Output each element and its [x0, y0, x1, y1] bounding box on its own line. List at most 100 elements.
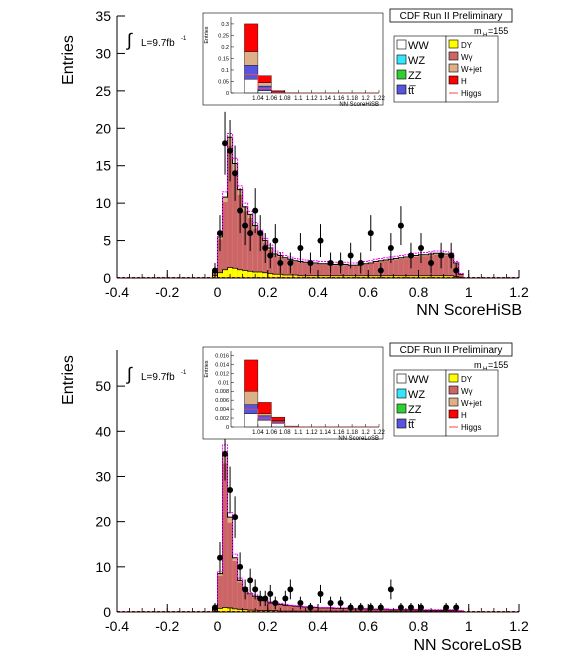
bar-wgamma: [323, 607, 329, 612]
data-point: [367, 604, 374, 611]
bar-dy: [413, 275, 419, 278]
legend-label: Higgs: [461, 89, 481, 98]
bar-dy: [287, 275, 293, 278]
data-point: [397, 604, 404, 611]
x-tick-label: 1.2: [509, 618, 529, 634]
inset-y-tick-label: 0.25: [218, 33, 229, 39]
data-point: [262, 595, 269, 602]
bar-wgamma: [217, 573, 223, 612]
data-point: [453, 604, 460, 611]
x-tick-label: 0: [214, 618, 222, 634]
data-point: [252, 586, 259, 593]
bar-wgamma: [227, 137, 233, 278]
panel-losb: -0.4 -0.2 0 0.2 0.4 0.6 0.8 1 1.2 0 10 20 30 40 50 Ent…: [60, 342, 529, 654]
bar-dy: [262, 272, 268, 278]
x-tick-label: 0.8: [409, 618, 429, 634]
bar-wgamma: [353, 265, 359, 278]
data-point: [222, 140, 229, 147]
bar-dy: [393, 275, 399, 278]
bar-wgamma: [318, 607, 324, 612]
inset-y-tick-label: 0.006: [215, 398, 229, 404]
bar-dy: [408, 275, 414, 278]
data-point: [257, 595, 264, 602]
inset-bar: [271, 90, 286, 93]
inset-y-tick-label: 0.2: [221, 45, 229, 51]
bar-wgamma: [458, 274, 464, 278]
bar-wgamma: [403, 257, 409, 278]
y-tick-label: 0: [103, 604, 111, 620]
run-label: CDF Run II Preliminary: [400, 345, 503, 356]
inset-y-tick-label: 0.002: [215, 416, 229, 422]
data-point: [297, 599, 304, 606]
legend-label: DY: [461, 41, 473, 50]
data-point: [217, 230, 224, 237]
bar-wjet: [423, 254, 429, 257]
bar-wjet: [237, 580, 243, 583]
x-tick-label: 0.4: [308, 284, 328, 300]
bar-wjet: [227, 517, 233, 523]
inset-x-tick-label: 1.06: [266, 96, 278, 102]
bar-wjet: [383, 260, 389, 262]
inset-y-label: Entries: [204, 26, 210, 43]
data-point: [453, 267, 460, 274]
bar-dy: [318, 275, 324, 278]
bar-wgamma: [232, 557, 238, 612]
x-tick-label: -0.2: [155, 284, 179, 300]
data-point: [407, 252, 414, 259]
run-label: CDF Run II Preliminary: [400, 11, 503, 22]
bar-dy: [297, 275, 303, 278]
data-point: [327, 599, 334, 606]
bar-wgamma: [388, 259, 394, 278]
inset-x-tick-label: 1.04: [252, 430, 264, 436]
lumi-exponent: -1: [181, 36, 187, 42]
legend-swatch: [448, 385, 459, 395]
bar-wgamma: [237, 189, 243, 278]
data-point: [237, 563, 244, 570]
data-point: [267, 252, 274, 259]
bar-wjet: [433, 253, 439, 255]
inset-y-tick-label: 0.004: [215, 407, 229, 413]
bar-wgamma: [323, 263, 329, 278]
y-tick-label: 10: [95, 559, 111, 575]
y-tick-label: 5: [103, 233, 111, 249]
x-tick-label: 0: [214, 284, 222, 300]
data-point: [317, 590, 324, 597]
bar-wgamma: [373, 609, 379, 612]
legend-swatch: [448, 51, 459, 61]
x-tick-label: 0.6: [359, 618, 379, 634]
bar-wgamma: [333, 608, 339, 612]
data-point: [282, 595, 289, 602]
bar-wgamma: [272, 254, 278, 278]
y-tick-label: 0: [103, 270, 111, 286]
bar-wgamma: [227, 517, 233, 612]
bar-wgamma: [292, 606, 298, 612]
inset-x-tick-label: 1.1: [294, 430, 303, 436]
bar-dy: [247, 610, 253, 612]
data-point: [247, 230, 254, 237]
data-point: [217, 554, 224, 561]
bar-wgamma: [297, 261, 303, 278]
y-tick-label: 35: [95, 8, 111, 24]
data-point: [418, 604, 425, 611]
legend-label: WZ: [408, 389, 425, 401]
bar-dy: [443, 275, 449, 278]
bar-wjet: [443, 254, 449, 256]
bar-dy: [338, 275, 344, 278]
inset-y-tick-label: 0.008: [215, 389, 229, 395]
bar-wgamma: [373, 261, 379, 278]
mass-symbol: m: [474, 26, 482, 36]
integral-sign: ∫: [125, 30, 133, 50]
inset-bar: [244, 65, 259, 80]
inset-x-tick-label: 1.22: [373, 96, 385, 102]
y-tick-label: 20: [95, 514, 111, 530]
bar-dy: [388, 275, 394, 278]
data-point: [377, 267, 384, 274]
legend-swatch: [396, 418, 407, 429]
bar-wjet: [292, 260, 298, 262]
y-axis-label: Entries: [60, 355, 77, 405]
y-tick-label: 30: [95, 468, 111, 484]
bar-wgamma: [262, 600, 268, 612]
bar-wgamma: [363, 608, 369, 612]
bar-wgamma: [252, 596, 258, 612]
